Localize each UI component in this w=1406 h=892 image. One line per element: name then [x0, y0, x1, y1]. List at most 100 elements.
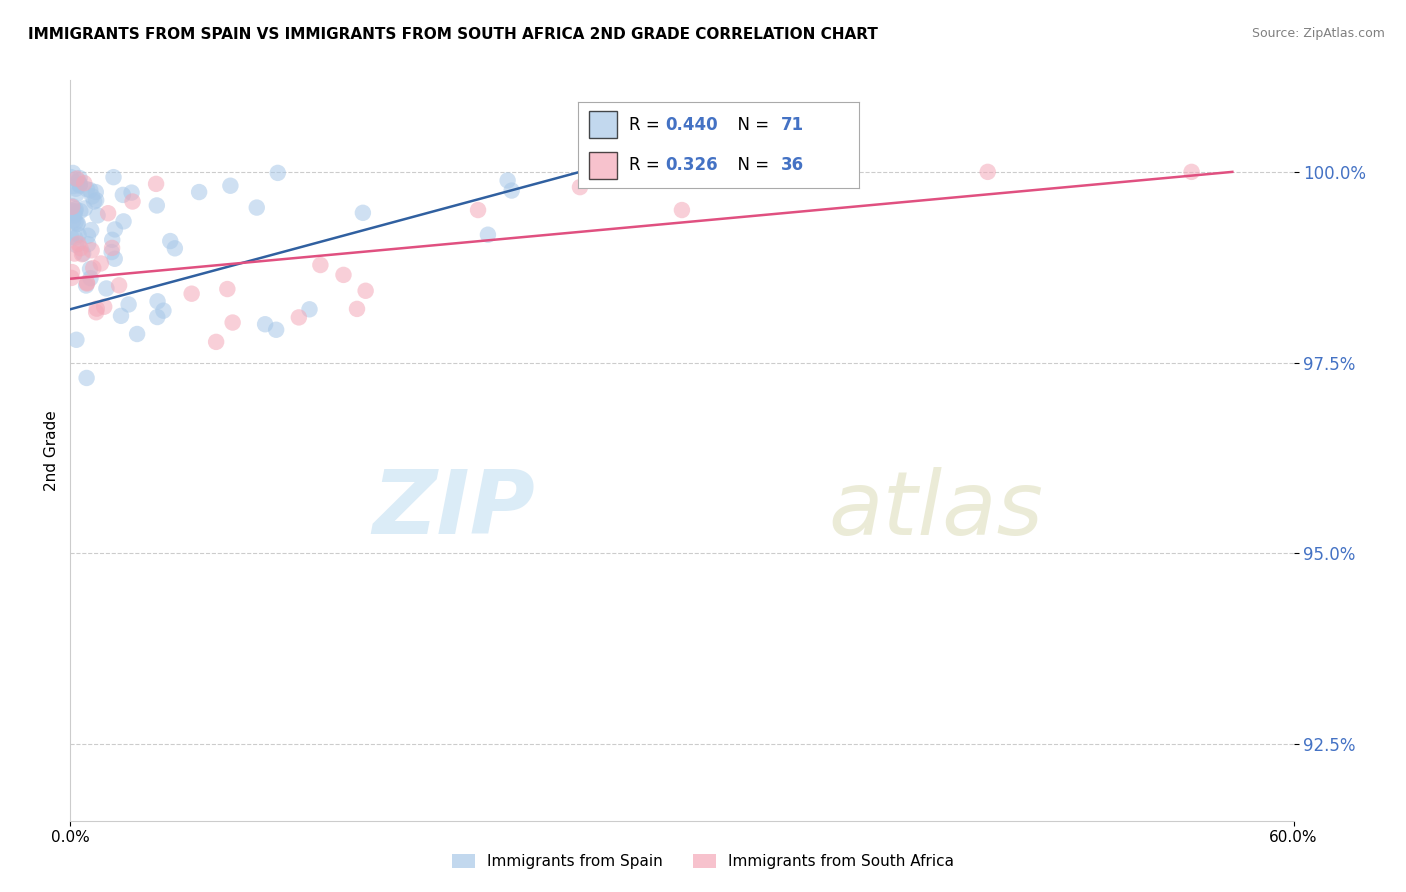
Point [63, 208, 86, 222]
Point [62, 199, 84, 213]
Point [267, 166, 290, 180]
Point [127, 326, 149, 341]
Text: atlas: atlas [828, 467, 1043, 553]
Point [111, 187, 134, 202]
Point [110, 309, 132, 323]
Point [80, 223, 103, 237]
Point [84, 305, 107, 319]
Point [75, 278, 97, 293]
Point [76, 276, 98, 290]
Point [97, 206, 120, 220]
Point [60, 203, 83, 218]
Point [146, 294, 169, 309]
Point [246, 201, 269, 215]
Point [62, 213, 84, 227]
Point [65, 202, 87, 217]
Point [254, 317, 277, 331]
Point [146, 310, 169, 324]
Point [288, 310, 311, 325]
Point [69, 171, 91, 186]
Point [188, 185, 211, 199]
Point [79, 183, 101, 197]
Point [60, 200, 83, 214]
Point [309, 258, 332, 272]
Point [84, 185, 107, 199]
Point [146, 198, 169, 212]
Point [83, 194, 105, 209]
Point [69, 178, 91, 193]
Point [496, 173, 519, 187]
Point [671, 202, 693, 217]
Point [217, 282, 239, 296]
Point [354, 284, 377, 298]
Point [60, 230, 83, 244]
Point [501, 184, 523, 198]
Point [1181, 165, 1204, 179]
Point [477, 227, 499, 242]
Point [86, 208, 108, 222]
Point [352, 206, 374, 220]
Point [101, 233, 124, 247]
Point [96, 281, 118, 295]
Point [93, 300, 115, 314]
Point [66, 217, 89, 231]
Point [69, 178, 91, 192]
Point [62, 166, 84, 180]
Point [72, 246, 94, 260]
Point [65, 215, 87, 229]
Point [145, 177, 167, 191]
Point [67, 236, 90, 251]
Point [69, 241, 91, 255]
Point [121, 194, 143, 209]
Point [77, 228, 100, 243]
Y-axis label: 2nd Grade: 2nd Grade [44, 410, 59, 491]
Point [117, 297, 139, 311]
Point [59, 170, 82, 185]
Point [90, 256, 112, 270]
Point [60, 271, 83, 285]
Point [84, 193, 107, 207]
Point [70, 247, 93, 261]
Point [63, 230, 86, 244]
Point [80, 244, 103, 258]
Point [100, 245, 122, 260]
Point [205, 334, 228, 349]
Point [73, 202, 96, 216]
Text: Source: ZipAtlas.com: Source: ZipAtlas.com [1251, 27, 1385, 40]
Point [82, 189, 104, 203]
Point [112, 214, 135, 228]
Point [298, 302, 321, 317]
Point [60, 205, 83, 219]
Text: ZIP: ZIP [373, 467, 536, 553]
Point [69, 177, 91, 191]
Point [79, 262, 101, 277]
Point [264, 323, 287, 337]
Point [219, 178, 242, 193]
Point [163, 241, 186, 255]
Point [73, 176, 96, 190]
Point [104, 252, 127, 266]
Point [69, 204, 91, 219]
Text: IMMIGRANTS FROM SPAIN VS IMMIGRANTS FROM SOUTH AFRICA 2ND GRADE CORRELATION CHAR: IMMIGRANTS FROM SPAIN VS IMMIGRANTS FROM… [28, 27, 877, 42]
Point [65, 333, 87, 347]
Point [467, 202, 489, 217]
Point [108, 278, 131, 293]
Point [66, 171, 89, 186]
Point [67, 227, 90, 242]
Point [180, 286, 202, 301]
Point [103, 170, 125, 185]
Point [86, 301, 108, 316]
Point [65, 187, 87, 202]
Point [77, 237, 100, 252]
Point [63, 204, 86, 219]
Point [332, 268, 354, 282]
Point [76, 182, 98, 196]
Point [221, 316, 243, 330]
Point [62, 179, 84, 194]
Point [65, 238, 87, 252]
Point [104, 222, 127, 236]
Point [82, 260, 104, 275]
Point [976, 165, 998, 179]
Point [121, 186, 143, 200]
Point [152, 303, 174, 318]
